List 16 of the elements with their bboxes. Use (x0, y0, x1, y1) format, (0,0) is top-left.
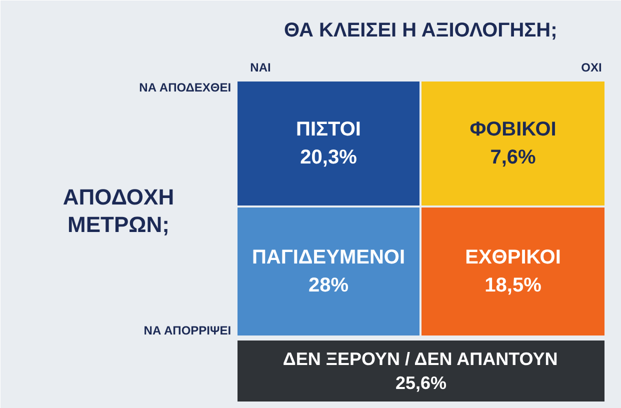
text: ΝΑ ΑΠΟΡΡΙΨΕΙ (144, 324, 232, 338)
text: ΝΑΙ (250, 60, 271, 74)
data-label: 28% (308, 274, 349, 296)
data-label: 25,6% (395, 373, 447, 393)
category-label: ΠΑΓΙΔΕΥΜΕΝΟΙ (252, 246, 406, 268)
category-label: ΠΙΣΤΟΙ (296, 118, 361, 140)
data-label: 18,5% (484, 274, 542, 296)
category-label: ΦΟΒΙΚΟΙ (470, 118, 556, 140)
data-label: 20,3% (300, 146, 358, 168)
text: ΝΑ ΑΠΟΔΕΧΘΕΙ (139, 80, 232, 94)
text: ΘΑ ΚΛΕΙΣΕΙ Η ΑΞΙΟΛΟΓΗΣΗ; (284, 20, 558, 42)
category-label: ΔΕΝ ΞΕΡΟΥΝ / ΔΕΝ ΑΠΑΝΤΟΥΝ (282, 349, 558, 369)
category-label: ΕΧΘΡΙΚΟΙ (465, 246, 561, 268)
data-label: 7,6% (490, 146, 536, 168)
text: ΟΧΙ (581, 60, 602, 74)
text: ΑΠΟΔΟΧΗ ΜΕΤΡΩΝ; (62, 184, 174, 237)
